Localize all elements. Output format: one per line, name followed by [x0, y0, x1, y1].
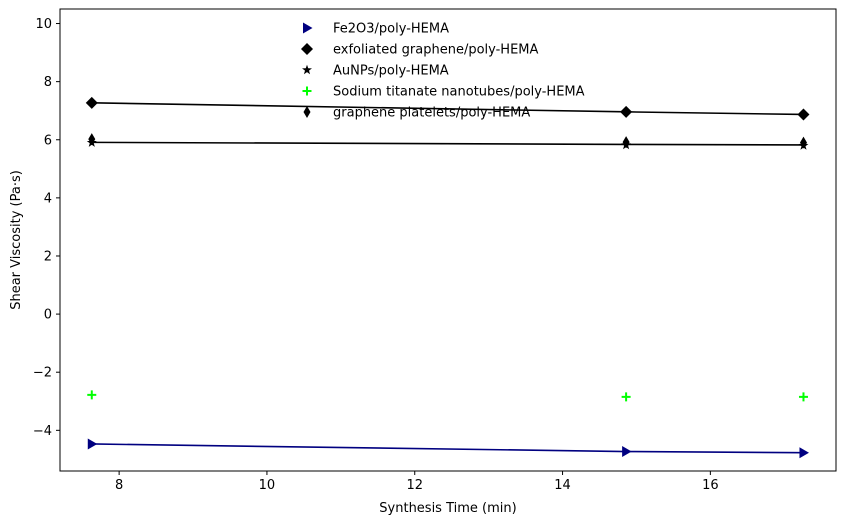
x-tick-label: 12 — [406, 478, 423, 493]
legend: Fe2O3/poly-HEMA exfoliated graphene/poly-… — [301, 22, 585, 121]
data-point-fe2o3-poly-hema — [87, 438, 98, 450]
y-tick-label: 10 — [35, 17, 52, 32]
y-axis-label: Shear Viscosity (Pa·s) — [9, 170, 24, 310]
data-point-exfoliated-graphene-poly-hema — [797, 108, 810, 121]
legend-marker-sodium-titanate-nanotubes-poly-hema — [302, 86, 312, 96]
legend-label-graphene-platelets-poly-hema: graphene platelets/poly-HEMA — [333, 106, 530, 121]
x-axis-label: Synthesis Time (min) — [379, 501, 516, 516]
y-tick-label: 0 — [44, 308, 52, 323]
x-tick-label: 10 — [259, 478, 276, 493]
y-tick-label: 8 — [44, 75, 52, 90]
data-point-sodium-titanate-nanotubes-poly-hema — [621, 392, 631, 402]
data-point-sodium-titanate-nanotubes-poly-hema — [798, 392, 808, 402]
data-point-fe2o3-poly-hema — [799, 447, 809, 459]
data-point-sodium-titanate-nanotubes-poly-hema — [87, 390, 97, 400]
y-tick-label: 2 — [44, 249, 52, 264]
legend-marker-fe2o3-poly-hema — [303, 22, 313, 34]
data-point-graphene-platelets-poly-hema — [799, 136, 807, 149]
legend-marker-graphene-platelets-poly-hema — [303, 106, 311, 118]
data-point-fe2o3-poly-hema — [622, 446, 632, 458]
x-axis-ticks: 8 10 12 14 16 — [115, 471, 719, 493]
data-point-graphene-platelets-poly-hema — [622, 136, 630, 149]
y-tick-label: −2 — [33, 366, 52, 381]
plot-frame — [59, 8, 837, 472]
trend-line-aunps-poly-hema — [91, 141, 804, 146]
data-point-graphene-platelets-poly-hema — [88, 133, 96, 146]
plot-layer — [85, 96, 810, 459]
legend-marker-aunps-poly-hema — [302, 64, 312, 75]
y-tick-label: 6 — [44, 133, 52, 148]
data-point-exfoliated-graphene-poly-hema — [85, 96, 98, 109]
x-tick-label: 14 — [554, 478, 571, 493]
trend-line-fe2o3-poly-hema — [91, 443, 804, 454]
y-tick-label: −4 — [33, 424, 52, 439]
legend-label-exfoliated-graphene-poly-hema: exfoliated graphene/poly-HEMA — [333, 43, 539, 58]
data-point-exfoliated-graphene-poly-hema — [620, 105, 633, 118]
y-tick-label: 4 — [44, 191, 52, 206]
legend-marker-exfoliated-graphene-poly-hema — [301, 43, 313, 55]
legend-label-aunps-poly-hema: AuNPs/poly-HEMA — [333, 64, 449, 79]
legend-label-fe2o3-poly-hema: Fe2O3/poly-HEMA — [333, 22, 449, 37]
y-axis-ticks: −4 −2 0 2 4 6 8 10 — [33, 17, 60, 439]
x-tick-label: 8 — [115, 478, 123, 493]
legend-label-sodium-titanate-nanotubes-poly-hema: Sodium titanate nanotubes/poly-HEMA — [333, 85, 585, 100]
x-tick-label: 16 — [702, 478, 719, 493]
